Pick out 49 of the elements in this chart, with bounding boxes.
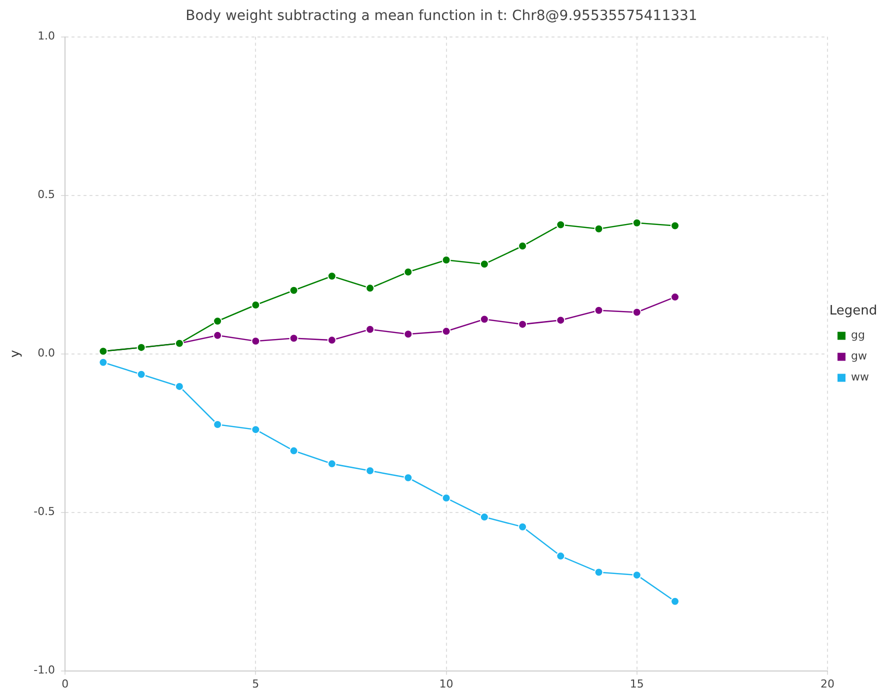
point: [289, 446, 298, 456]
point: [442, 494, 451, 503]
point: [442, 255, 451, 264]
point: [632, 570, 642, 580]
point: [594, 568, 604, 577]
point: [518, 320, 528, 329]
point: [480, 314, 489, 324]
chart-title: Body weight subtracting a mean function in t: Chr8@9.95535575411331: [186, 8, 698, 24]
point: [594, 224, 604, 234]
x-tick-label: 10: [439, 677, 454, 690]
point: [289, 334, 298, 343]
point: [327, 459, 336, 468]
y-tick-label: 0.5: [38, 188, 56, 202]
y-tick-label: 1.0: [38, 30, 56, 43]
point: [556, 220, 566, 230]
point: [442, 326, 451, 336]
x-tick-label: 5: [252, 677, 260, 690]
point: [404, 473, 413, 482]
point: [404, 330, 413, 339]
x-tick-label: 0: [62, 677, 69, 690]
point: [556, 316, 566, 325]
point: [366, 284, 375, 293]
y-tick-label: 0.0: [38, 346, 56, 360]
y-axis-title: y: [8, 350, 24, 358]
x-tick-label: 20: [820, 677, 835, 690]
point: [327, 336, 336, 345]
point: [480, 260, 489, 269]
legend-label: gw: [851, 350, 867, 363]
point: [251, 425, 260, 434]
point: [327, 272, 336, 281]
y-tick-label: -1.0: [34, 664, 56, 677]
legend-title: Legend: [829, 304, 878, 319]
x-tick-label: 15: [630, 677, 644, 690]
point: [98, 358, 108, 367]
point: [251, 300, 260, 310]
point: [213, 316, 222, 326]
legend-label: gg: [851, 328, 865, 342]
point: [251, 336, 260, 346]
point: [518, 522, 528, 532]
point: [366, 466, 375, 476]
y-tick-label: -0.5: [34, 505, 56, 518]
point: [289, 286, 298, 295]
point: [632, 218, 642, 228]
point: [213, 330, 222, 340]
point: [366, 324, 375, 334]
point: [136, 370, 146, 379]
legend-label: ww: [851, 370, 870, 384]
point: [632, 308, 642, 317]
point: [594, 306, 604, 315]
